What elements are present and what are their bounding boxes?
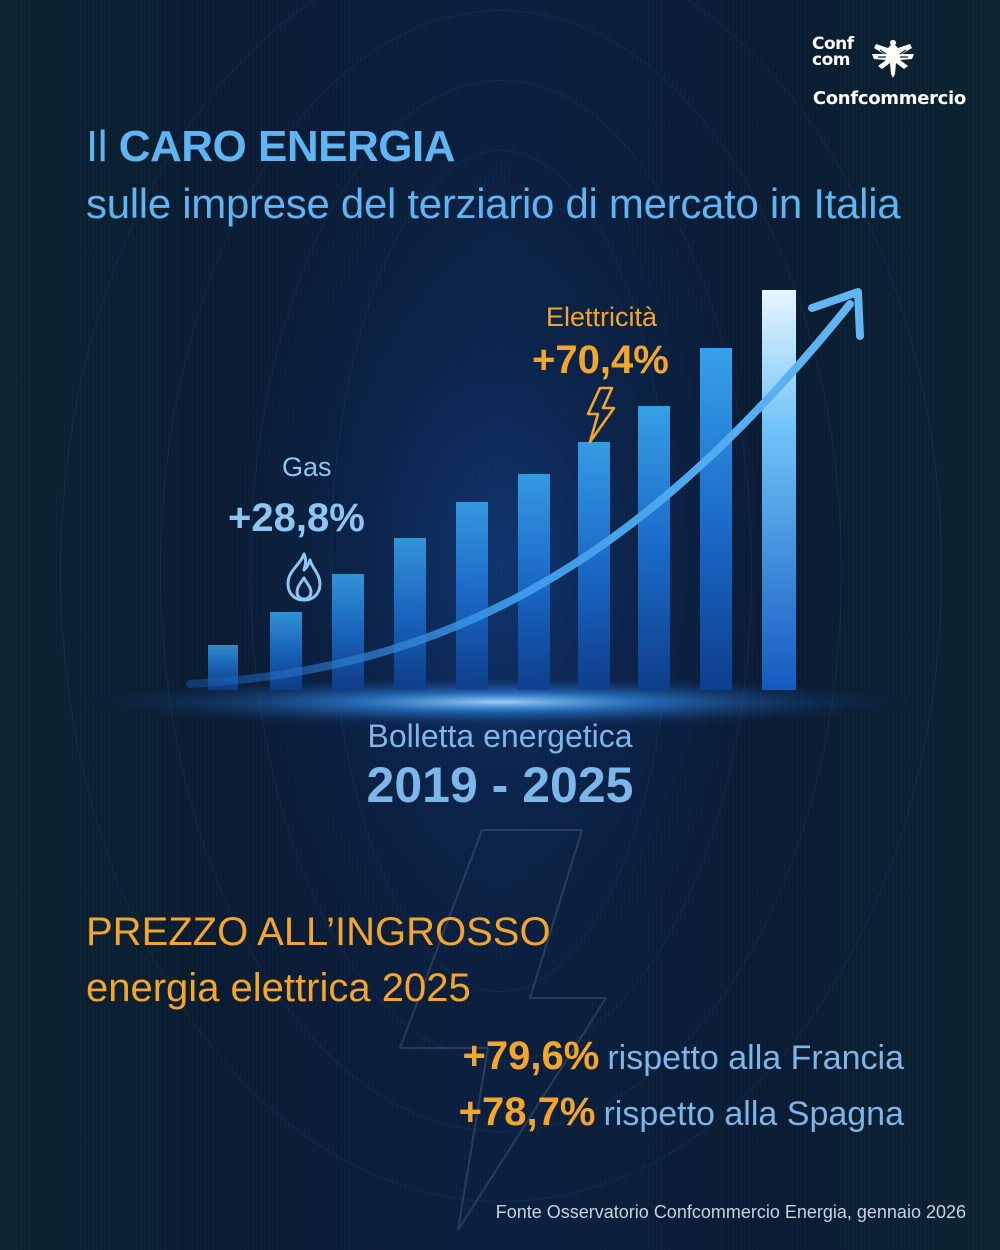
electricity-value: +70,4% (532, 338, 669, 382)
comparison-value: +79,6% (462, 1034, 600, 1078)
bars-illustration (80, 288, 920, 728)
bar (456, 502, 488, 690)
background-ring (60, 0, 942, 1202)
energy-bill-illustration: Gas +28,8% Elettricità +70,4% (0, 260, 1000, 820)
logo-mark-line2: com (812, 50, 850, 70)
lightning-outline-icon (399, 829, 607, 1231)
eagle-icon (872, 40, 914, 78)
comparison-france: +79,6% rispetto alla Francia (463, 1034, 904, 1079)
bill-years: 2019 - 2025 (366, 757, 634, 813)
page-subtitle: sulle imprese del terziario di mercato i… (86, 180, 901, 227)
confcommercio-logo: Conf com Confcommercio (746, 36, 966, 116)
page-title: Il CARO ENERGIA (86, 122, 455, 172)
rising-arrow-icon (186, 300, 854, 688)
bar (332, 574, 364, 690)
source-note: Fonte Osservatorio Confcommercio Energia… (495, 1202, 966, 1222)
logo-name: Confcommercio (812, 88, 966, 109)
comparison-value: +78,7% (458, 1090, 596, 1134)
flame-icon (286, 552, 322, 602)
wholesale-subtitle: energia elettrica 2025 (86, 966, 471, 1010)
logo-mark-line1: Conf (812, 34, 854, 54)
rising-arrow-head (808, 288, 864, 340)
comparison-text: rispetto alla Francia (607, 1039, 904, 1077)
bar (762, 290, 796, 690)
title-prefix: Il (86, 122, 108, 171)
comparison-text: rispetto alla Spagna (603, 1095, 904, 1133)
title-strong: CARO ENERGIA (118, 122, 456, 171)
electricity-label: Elettricità (546, 302, 658, 332)
wholesale-title: PREZZO ALL’INGROSSO (86, 910, 551, 954)
bar (638, 406, 670, 690)
gas-label: Gas (282, 452, 332, 482)
gas-value: +28,8% (228, 496, 365, 540)
bar (394, 538, 426, 690)
comparison-spain: +78,7% rispetto alla Spagna (459, 1090, 904, 1135)
lightning-icon (586, 386, 616, 444)
bar (578, 442, 610, 690)
logo-mark: Conf com (812, 36, 858, 72)
bar (700, 348, 732, 690)
bill-label: Bolletta energetica (367, 718, 633, 754)
